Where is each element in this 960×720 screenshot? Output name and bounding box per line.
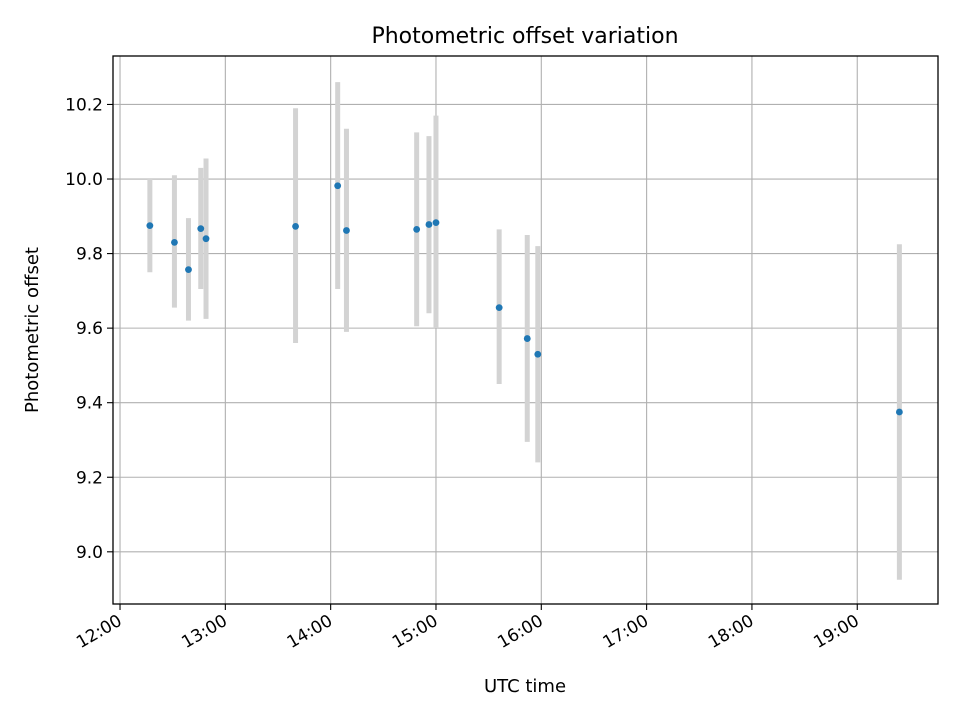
data-point [425, 221, 433, 228]
y-tick-label: 9.0 [76, 543, 103, 563]
data-point [146, 222, 154, 230]
data-point [523, 335, 531, 342]
y-tick-label: 10.2 [65, 95, 103, 115]
y-tick-label: 9.6 [76, 319, 103, 339]
data-point [171, 238, 178, 246]
chart-title: Photometric offset variation [371, 24, 678, 49]
point-layer [146, 182, 903, 416]
data-point [432, 219, 440, 227]
y-tick-label: 9.8 [76, 245, 103, 265]
y-tick-label: 10.0 [65, 170, 103, 190]
data-point [534, 350, 542, 358]
data-point [495, 304, 503, 312]
data-point [895, 408, 903, 416]
y-tick-label: 9.4 [76, 394, 103, 414]
data-point [185, 266, 192, 274]
data-point [197, 225, 205, 233]
data-point [334, 182, 342, 190]
data-point [413, 225, 421, 233]
data-point [202, 235, 210, 243]
y-axis-label: Photometric offset [22, 247, 43, 413]
data-point [343, 227, 350, 234]
y-tick-label: 9.2 [76, 468, 103, 488]
data-point [292, 222, 299, 230]
x-axis-label: UTC time [484, 676, 566, 697]
plot-frame [112, 55, 939, 605]
